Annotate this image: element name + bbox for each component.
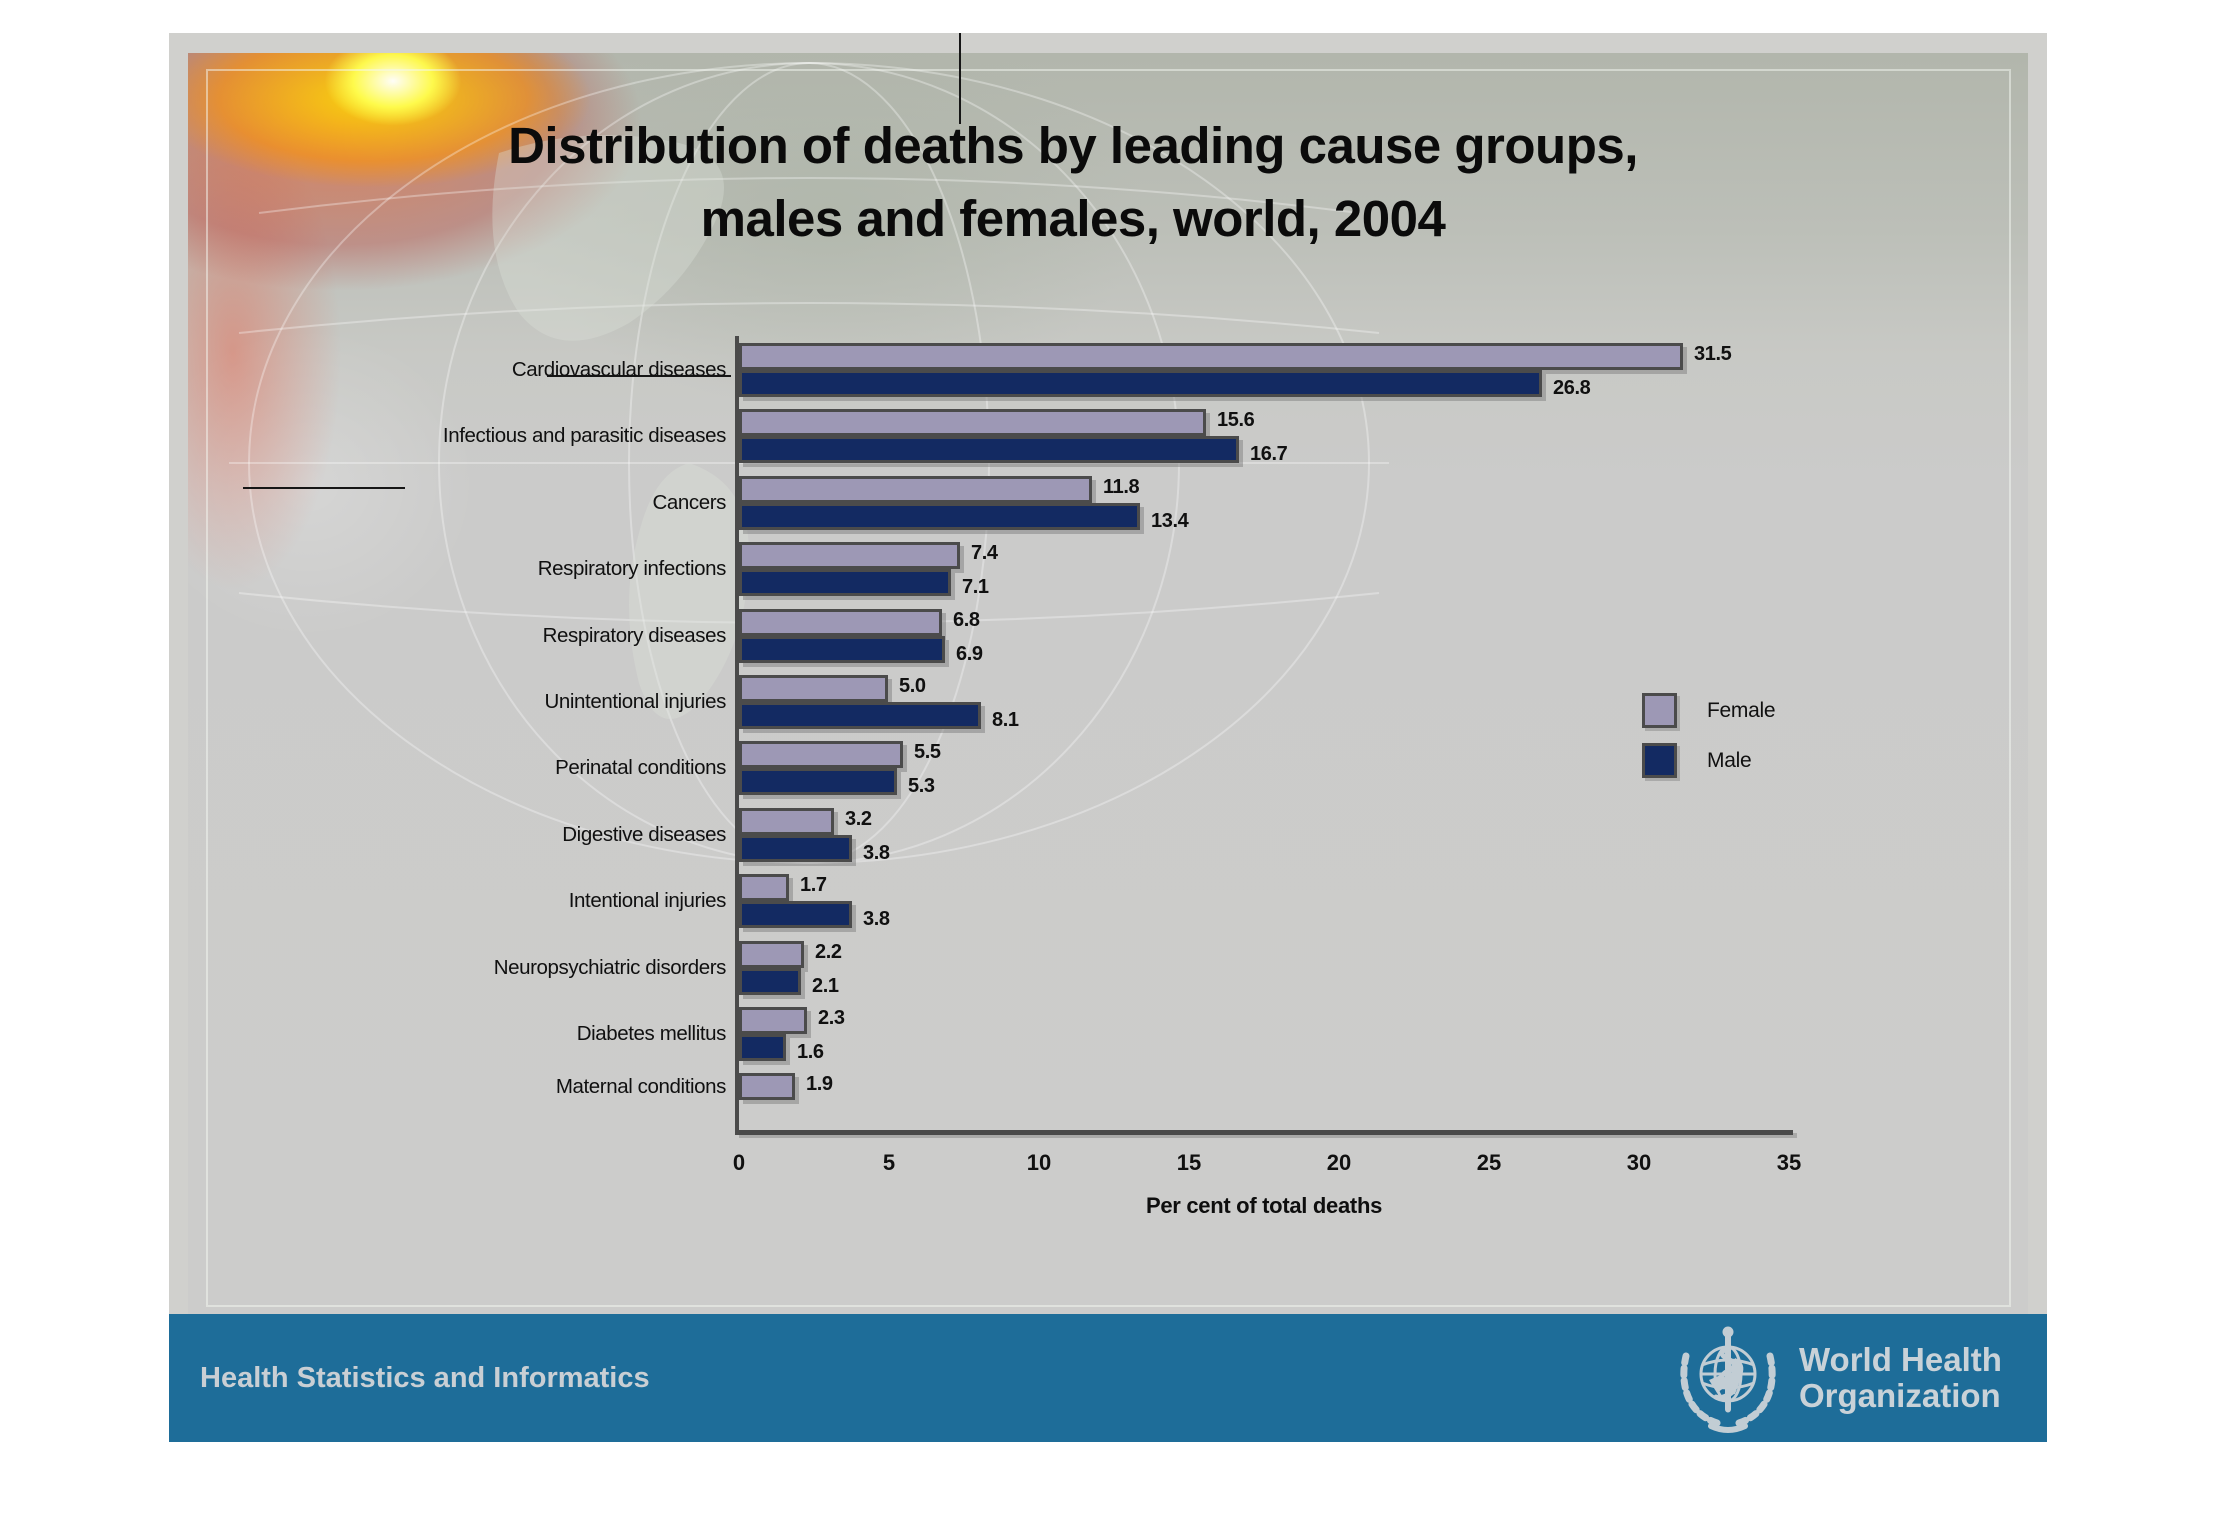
slide-title-line1: Distribution of deaths by leading cause … [508, 117, 1638, 174]
category-label: Maternal conditions [555, 1074, 727, 1098]
annotation-strike-line [547, 375, 731, 377]
value-label-male: 13.4 [1151, 509, 1189, 532]
who-name-line2: Organization [1799, 1377, 2001, 1414]
value-label-female: 1.7 [800, 874, 827, 897]
category-label: Diabetes mellitus [576, 1022, 727, 1045]
category-label: Respiratory diseases [542, 623, 727, 647]
footer-bar: Health Statistics and Informatics [169, 1314, 2047, 1442]
bar-male-10 [739, 1034, 786, 1061]
category-label: Digestive diseases [562, 822, 726, 846]
bar-female-7 [739, 807, 834, 835]
category-label: Cancers [652, 490, 726, 514]
x-axis-tick-35: 35 [1776, 1150, 1802, 1175]
category-label: Intentional injuries [568, 889, 727, 913]
value-label-female: 6.8 [953, 608, 980, 631]
bar-female-11 [739, 1073, 795, 1101]
value-label-female: 15.6 [1217, 409, 1255, 432]
bar-female-5 [739, 675, 888, 702]
value-label-male: 3.8 [863, 908, 890, 931]
legend-label-female: Female [1707, 698, 1776, 722]
annotation-vertical-line [959, 33, 961, 124]
value-label-female: 5.0 [899, 675, 926, 697]
value-label-female: 2.3 [818, 1007, 845, 1029]
world-map-background [188, 53, 2028, 1314]
x-axis-tick-15: 15 [1176, 1150, 1202, 1175]
bar-male-7 [739, 834, 852, 862]
bar-female-3 [739, 542, 960, 570]
legend-swatch-female [1642, 693, 1677, 728]
bar-male-1 [739, 436, 1239, 464]
bar-female-0 [739, 343, 1683, 370]
x-axis-tick-10: 10 [1026, 1150, 1052, 1175]
chart-x-axis-title: Per cent of total deaths [1145, 1193, 1383, 1218]
bar-female-2 [739, 475, 1092, 503]
bar-chart: Per cent of total deaths Female Male Card… [169, 33, 2047, 1442]
bar-female-9 [739, 940, 804, 968]
chart-x-axis-line [735, 1130, 1793, 1135]
inner-border-frame [206, 69, 2011, 1307]
x-axis-tick-25: 25 [1476, 1150, 1502, 1175]
value-label-female: 31.5 [1694, 343, 1732, 365]
bar-female-8 [739, 874, 789, 902]
category-label: Neuropsychiatric disorders [493, 955, 727, 979]
value-label-female: 3.2 [845, 807, 872, 830]
bar-male-2 [739, 502, 1140, 530]
legend-item-female: Female [1642, 693, 1776, 728]
bar-male-3 [739, 569, 951, 597]
value-label-female: 11.8 [1103, 475, 1140, 498]
legend-label-male: Male [1707, 748, 1752, 772]
category-label: Respiratory infections [537, 557, 727, 581]
bar-female-1 [739, 409, 1206, 437]
category-label: Perinatal conditions [555, 756, 726, 780]
value-label-female: 2.2 [815, 940, 842, 963]
value-label-male: 6.9 [956, 642, 983, 665]
footer-department-text: Health Statistics and Informatics [200, 1362, 650, 1394]
who-name-line1: World Health [1799, 1341, 2002, 1378]
bar-male-9 [739, 967, 801, 995]
value-label-male: 7.1 [962, 576, 989, 599]
bar-female-4 [739, 608, 942, 636]
value-label-male: 16.7 [1250, 443, 1288, 466]
who-logo: World Health Organization [1673, 1322, 2002, 1434]
slide-title: Distribution of deaths by leading cause … [169, 109, 2047, 255]
bar-female-10 [739, 1007, 807, 1034]
value-label-male: 5.3 [908, 775, 935, 798]
category-label: Unintentional injuries [544, 690, 726, 713]
bar-male-5 [739, 702, 981, 729]
value-label-male: 1.6 [797, 1041, 824, 1063]
who-name: World Health Organization [1799, 1342, 2002, 1414]
x-axis-tick-5: 5 [882, 1150, 896, 1175]
annotation-short-line [243, 487, 405, 489]
value-label-female: 1.9 [806, 1073, 833, 1096]
value-label-male: 26.8 [1553, 377, 1591, 399]
value-label-female: 7.4 [971, 542, 998, 565]
slide: Distribution of deaths by leading cause … [169, 33, 2047, 1442]
value-label-male: 2.1 [812, 974, 839, 997]
category-label: Infectious and parasitic diseases [442, 424, 726, 448]
bar-male-0 [739, 370, 1542, 397]
x-axis-tick-20: 20 [1326, 1150, 1352, 1175]
legend-item-male: Male [1642, 743, 1752, 778]
bar-male-4 [739, 635, 945, 663]
x-axis-tick-30: 30 [1626, 1150, 1652, 1175]
bar-male-8 [739, 901, 852, 929]
bar-female-6 [739, 741, 903, 769]
value-label-male: 3.8 [863, 841, 890, 864]
slide-title-line2: males and females, world, 2004 [700, 190, 1446, 247]
value-label-male: 8.1 [992, 709, 1019, 731]
category-label: Cardiovascular diseases [511, 358, 727, 381]
value-label-female: 5.5 [914, 741, 941, 764]
x-axis-tick-0: 0 [732, 1150, 746, 1175]
who-emblem-icon [1680, 1326, 1776, 1433]
legend-swatch-male [1642, 743, 1677, 778]
chart-y-axis-line [735, 336, 739, 1131]
bar-male-6 [739, 768, 897, 796]
